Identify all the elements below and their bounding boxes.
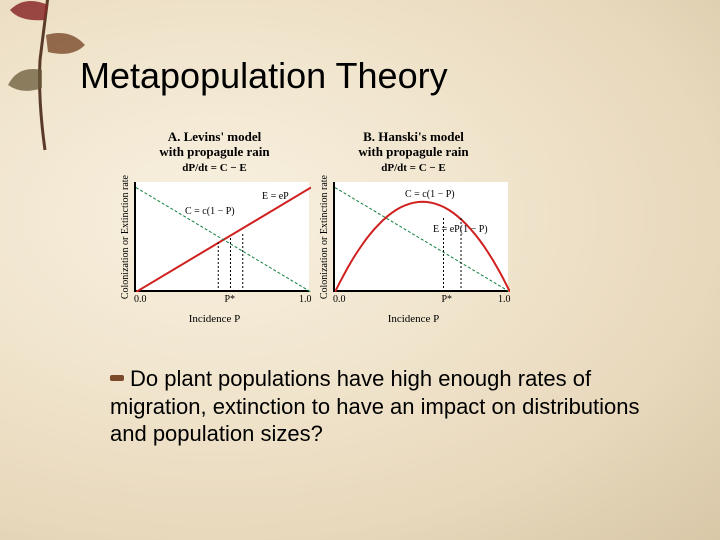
chart-b-title: B. Hanski's model with propagule rain bbox=[358, 130, 468, 160]
chart-b-xlabel: Incidence P bbox=[388, 313, 440, 325]
chart-b: B. Hanski's model with propagule rain dP… bbox=[319, 130, 508, 325]
chart-a-subtitle: dP/dt = C − E bbox=[182, 162, 247, 174]
chart-b-title-line1: B. Hanski's model bbox=[363, 129, 464, 144]
page-title: Metapopulation Theory bbox=[80, 55, 448, 97]
chart-a: A. Levins' model with propagule rain dP/… bbox=[120, 130, 309, 325]
chart-b-ylabel: Colonization or Extinction rate bbox=[319, 175, 330, 299]
body-text-content: Do plant populations have high enough ra… bbox=[110, 366, 640, 446]
chart-b-subtitle: dP/dt = C − E bbox=[381, 162, 446, 174]
chart-a-plot: E = ePC = c(1 − P)0.01.0P* bbox=[134, 182, 309, 292]
body-paragraph: Do plant populations have high enough ra… bbox=[110, 365, 660, 448]
chart-b-title-line2: with propagule rain bbox=[358, 144, 468, 159]
chart-a-title-line1: A. Levins' model bbox=[168, 129, 262, 144]
chart-a-title-line2: with propagule rain bbox=[159, 144, 269, 159]
chart-a-ylabel: Colonization or Extinction rate bbox=[120, 175, 131, 299]
chart-b-plot: C = c(1 − P)E = eP(1 − P)0.01.0P* bbox=[333, 182, 508, 292]
bullet-icon bbox=[110, 375, 124, 381]
charts-container: A. Levins' model with propagule rain dP/… bbox=[120, 130, 508, 325]
chart-a-xlabel: Incidence P bbox=[189, 313, 241, 325]
chart-a-title: A. Levins' model with propagule rain bbox=[159, 130, 269, 160]
